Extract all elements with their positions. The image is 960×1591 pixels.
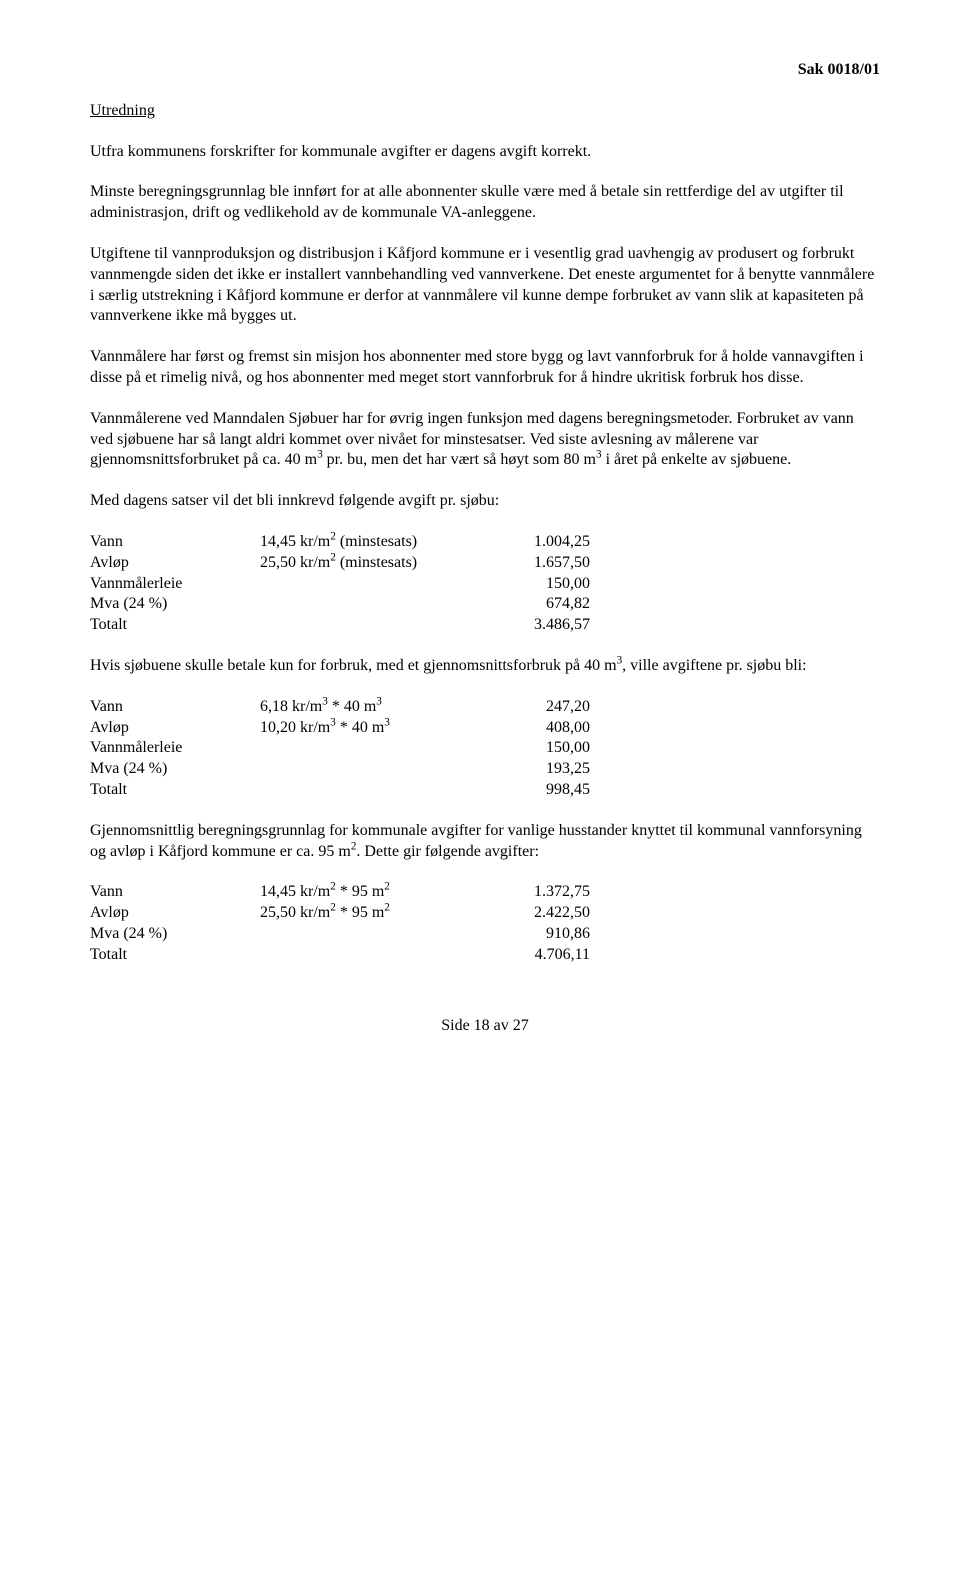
text: , ville avgiftene pr. sjøbu bli: — [622, 657, 806, 674]
paragraph: Minste beregningsgrunnlag ble innført fo… — [90, 182, 880, 224]
cost-value: 1.004,25 — [490, 532, 590, 553]
paragraph: Gjennomsnittlig beregningsgrunnlag for k… — [90, 821, 880, 863]
text: pr. bu, men det har vært så høyt som 80 … — [323, 451, 596, 468]
cost-description — [260, 574, 490, 595]
page-footer: Side 18 av 27 — [90, 1016, 880, 1037]
text: . Dette gir følgende avgifter: — [356, 843, 539, 860]
cost-row: Vann6,18 kr/m3 * 40 m3247,20 — [90, 697, 880, 718]
cost-row: Mva (24 %) 910,86 — [90, 924, 880, 945]
cost-value: 910,86 — [490, 924, 590, 945]
cost-row: Vann14,45 kr/m2 * 95 m21.372,75 — [90, 882, 880, 903]
superscript: 2 — [384, 902, 390, 914]
cost-table-3: Vann14,45 kr/m2 * 95 m21.372,75Avløp25,5… — [90, 882, 880, 965]
cost-table-2: Vann6,18 kr/m3 * 40 m3247,20Avløp10,20 k… — [90, 697, 880, 801]
cost-row: Vannmålerleie 150,00 — [90, 574, 880, 595]
superscript: 3 — [330, 716, 336, 728]
cost-value: 998,45 — [490, 780, 590, 801]
paragraph: Vannmålere har først og fremst sin misjo… — [90, 347, 880, 389]
cost-value: 1.372,75 — [490, 882, 590, 903]
cost-description — [260, 594, 490, 615]
cost-label: Totalt — [90, 780, 260, 801]
cost-row: Totalt 4.706,11 — [90, 945, 880, 966]
cost-description — [260, 945, 490, 966]
cost-description: 25,50 kr/m2 (minstesats) — [260, 553, 490, 574]
cost-label: Vann — [90, 882, 260, 903]
case-number: Sak 0018/01 — [90, 60, 880, 81]
cost-description: 14,45 kr/m2 * 95 m2 — [260, 882, 490, 903]
cost-table-1: Vann14,45 kr/m2 (minstesats)1.004,25Avlø… — [90, 532, 880, 636]
cost-value: 674,82 — [490, 594, 590, 615]
cost-value: 1.657,50 — [490, 553, 590, 574]
paragraph: Hvis sjøbuene skulle betale kun for forb… — [90, 656, 880, 677]
superscript: 2 — [330, 902, 336, 914]
cost-label: Avløp — [90, 903, 260, 924]
cost-value: 247,20 — [490, 697, 590, 718]
paragraph: Utfra kommunens forskrifter for kommunal… — [90, 142, 880, 163]
cost-label: Mva (24 %) — [90, 594, 260, 615]
cost-row: Totalt 3.486,57 — [90, 615, 880, 636]
paragraph: Utgiftene til vannproduksjon og distribu… — [90, 244, 880, 327]
cost-description: 25,50 kr/m2 * 95 m2 — [260, 903, 490, 924]
cost-row: Totalt 998,45 — [90, 780, 880, 801]
cost-label: Mva (24 %) — [90, 924, 260, 945]
cost-value: 2.422,50 — [490, 903, 590, 924]
cost-description — [260, 615, 490, 636]
cost-label: Mva (24 %) — [90, 759, 260, 780]
cost-description: 6,18 kr/m3 * 40 m3 — [260, 697, 490, 718]
cost-value: 150,00 — [490, 574, 590, 595]
cost-value: 408,00 — [490, 718, 590, 739]
cost-value: 193,25 — [490, 759, 590, 780]
section-title: Utredning — [90, 101, 880, 122]
cost-description — [260, 924, 490, 945]
cost-description — [260, 759, 490, 780]
paragraph: Med dagens satser vil det bli innkrevd f… — [90, 491, 880, 512]
cost-value: 3.486,57 — [490, 615, 590, 636]
superscript: 3 — [384, 716, 390, 728]
cost-label: Vann — [90, 697, 260, 718]
cost-label: Vann — [90, 532, 260, 553]
superscript: 2 — [330, 531, 336, 543]
cost-row: Avløp10,20 kr/m3 * 40 m3408,00 — [90, 718, 880, 739]
cost-row: Mva (24 %) 193,25 — [90, 759, 880, 780]
cost-label: Vannmålerleie — [90, 738, 260, 759]
text: i året på enkelte av sjøbuene. — [602, 451, 792, 468]
superscript: 2 — [384, 881, 390, 893]
cost-label: Avløp — [90, 718, 260, 739]
cost-row: Vannmålerleie 150,00 — [90, 738, 880, 759]
paragraph: Vannmålerene ved Manndalen Sjøbuer har f… — [90, 409, 880, 471]
cost-label: Totalt — [90, 945, 260, 966]
cost-value: 4.706,11 — [490, 945, 590, 966]
superscript: 2 — [330, 881, 336, 893]
text: Hvis sjøbuene skulle betale kun for forb… — [90, 657, 617, 674]
cost-description: 10,20 kr/m3 * 40 m3 — [260, 718, 490, 739]
superscript: 3 — [322, 695, 328, 707]
cost-label: Totalt — [90, 615, 260, 636]
cost-label: Vannmålerleie — [90, 574, 260, 595]
cost-description: 14,45 kr/m2 (minstesats) — [260, 532, 490, 553]
cost-description — [260, 738, 490, 759]
cost-value: 150,00 — [490, 738, 590, 759]
cost-row: Avløp25,50 kr/m2 * 95 m22.422,50 — [90, 903, 880, 924]
cost-row: Vann14,45 kr/m2 (minstesats)1.004,25 — [90, 532, 880, 553]
cost-description — [260, 780, 490, 801]
superscript: 2 — [330, 551, 336, 563]
cost-row: Avløp25,50 kr/m2 (minstesats)1.657,50 — [90, 553, 880, 574]
cost-row: Mva (24 %) 674,82 — [90, 594, 880, 615]
superscript: 3 — [376, 695, 382, 707]
cost-label: Avløp — [90, 553, 260, 574]
